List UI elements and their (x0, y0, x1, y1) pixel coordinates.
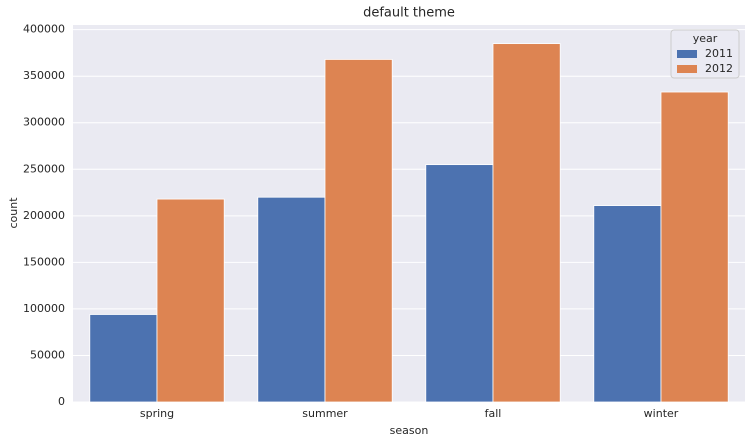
x-tick-label: spring (140, 407, 174, 420)
y-tick-label: 300000 (23, 116, 65, 129)
x-tick-label: winter (644, 407, 679, 420)
x-axis-label: season (390, 424, 429, 437)
x-tick-label: fall (485, 407, 502, 420)
y-tick-label: 100000 (23, 302, 65, 315)
y-tick-label: 200000 (23, 209, 65, 222)
y-tick-label: 150000 (23, 255, 65, 268)
bar (156, 198, 225, 403)
bar (89, 314, 158, 403)
chart-title: default theme (363, 6, 455, 21)
y-tick-label: 50000 (30, 348, 65, 361)
bar (257, 196, 326, 403)
bar (660, 91, 729, 403)
y-tick-label: 0 (58, 395, 65, 408)
legend-swatch (677, 50, 697, 58)
legend-swatch (677, 65, 697, 73)
y-tick-label: 350000 (23, 69, 65, 82)
legend-label: 2011 (705, 47, 733, 60)
legend-label: 2012 (705, 62, 733, 75)
bar (324, 59, 393, 403)
bar (492, 43, 561, 403)
y-axis-label: count (7, 197, 20, 229)
x-tick-label: summer (302, 407, 348, 420)
bar (425, 164, 494, 403)
y-tick-label: 400000 (23, 23, 65, 36)
y-tick-label: 250000 (23, 162, 65, 175)
bar (593, 205, 662, 403)
legend-title: year (693, 32, 718, 45)
